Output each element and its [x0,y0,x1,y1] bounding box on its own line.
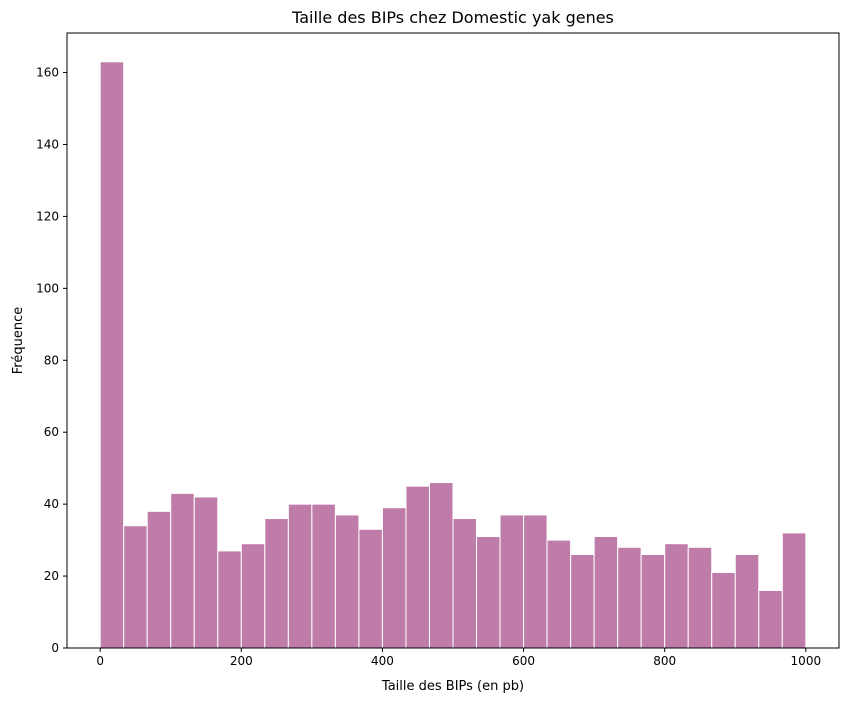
y-tick-label: 40 [44,497,59,511]
histogram-bar [193,496,219,649]
y-tick-label: 100 [36,281,59,295]
x-tick-label: 800 [653,654,676,668]
histogram-bar [734,553,760,649]
y-tick-label: 20 [44,569,59,583]
y-tick-label: 60 [44,425,59,439]
histogram-bar [99,61,125,649]
histogram-bar [640,553,666,649]
x-tick-label: 200 [230,654,253,668]
histogram-bar [264,518,289,649]
histogram-bar [381,507,407,649]
y-axis-label: Fréquence [11,307,26,374]
histogram-bar [287,503,313,649]
histogram-bar [217,550,242,649]
histogram-bar [334,514,360,649]
y-axis-ticks: 0 20 40 60 80 100 120 140 160 [36,66,67,655]
x-tick-label: 600 [512,654,535,668]
histogram-bar [476,536,501,649]
histogram-bar [664,543,689,649]
histogram-bar [758,589,783,649]
histogram-bar [123,525,148,649]
histogram-bar [593,536,619,649]
histogram-bar [452,518,478,649]
x-tick-label: 0 [96,654,104,668]
y-tick-label: 120 [36,209,59,223]
histogram-bar [617,546,642,649]
histogram-bar [499,514,525,649]
histogram-bar [405,485,430,649]
y-tick-label: 0 [51,641,59,655]
y-tick-label: 160 [36,66,59,80]
histogram-bar [570,553,595,649]
chart-title: Taille des BIPs chez Domestic yak genes [291,8,614,27]
x-tick-label: 400 [371,654,394,668]
y-tick-label: 80 [44,353,59,367]
x-axis-ticks: 0 200 400 600 800 1000 [96,648,821,668]
histogram-bar [311,503,336,649]
y-tick-label: 140 [36,137,59,151]
histogram-bar [146,510,172,649]
histogram-bar [240,543,266,649]
histogram-bar [523,514,548,649]
histogram-bar [170,492,195,649]
bars-group [99,61,807,649]
histogram-bar [711,571,736,649]
histogram-bar [546,539,572,649]
x-tick-label: 1000 [791,654,822,668]
histogram-bar [358,528,383,649]
x-axis-label: Taille des BIPs (en pb) [381,679,524,694]
plot-frame [66,32,840,649]
histogram-bar [428,482,454,649]
histogram-bar [687,546,713,649]
histogram-bar [781,532,807,649]
